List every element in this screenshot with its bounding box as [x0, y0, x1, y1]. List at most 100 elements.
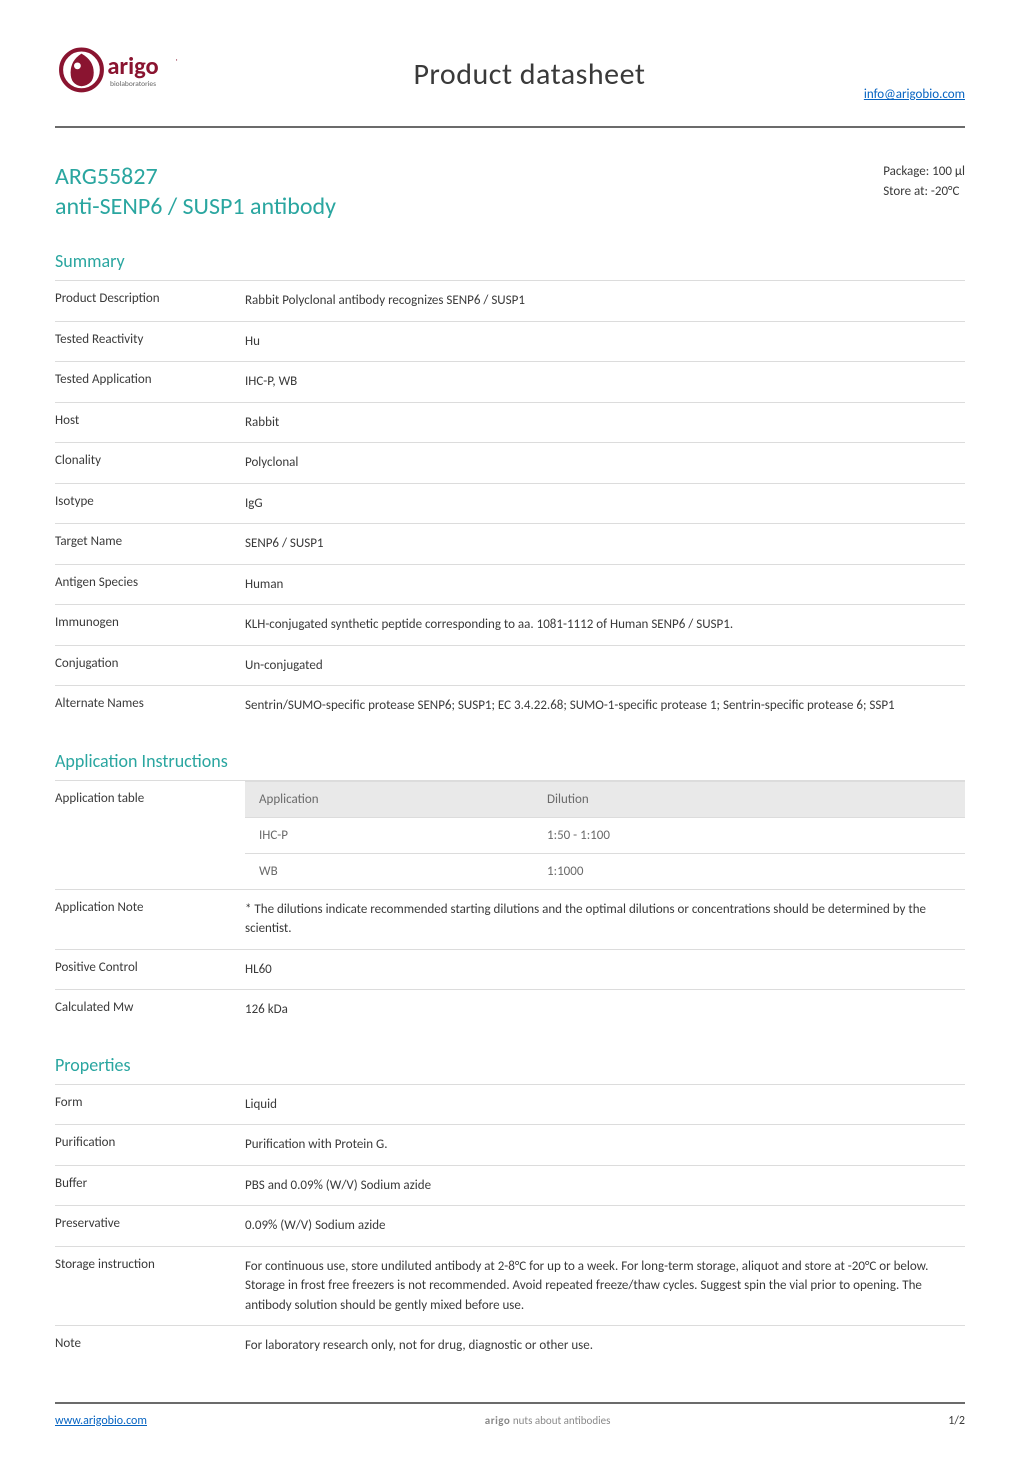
table-row: Storage instruction For continuous use, … — [55, 1246, 965, 1326]
row-label: Host — [55, 413, 245, 433]
table-row: Product Description Rabbit Polyclonal an… — [55, 280, 965, 321]
table-row: Tested Reactivity Hu — [55, 321, 965, 362]
footer-tagline: arigo nuts about antibodies — [485, 1414, 611, 1427]
row-value: 126 kDa — [245, 1000, 965, 1020]
row-label: Antigen Species — [55, 575, 245, 595]
row-label: Target Name — [55, 534, 245, 554]
package-info: Package: 100 μl Store at: -20°C — [883, 162, 965, 201]
table-row: WB 1:1000 — [245, 853, 965, 889]
row-label: Tested Reactivity — [55, 332, 245, 352]
row-value: Liquid — [245, 1095, 965, 1115]
row-value: Polyclonal — [245, 453, 965, 473]
table-row: Target Name SENP6 / SUSP1 — [55, 523, 965, 564]
table-row: Buffer PBS and 0.09% (W/V) Sodium azide — [55, 1165, 965, 1206]
row-value: PBS and 0.09% (W/V) Sodium azide — [245, 1176, 965, 1196]
properties-table: Form Liquid Purification Purification wi… — [55, 1084, 965, 1366]
svg-text:biolaboratories: biolaboratories — [110, 80, 156, 89]
table-row: Purification Purification with Protein G… — [55, 1124, 965, 1165]
page-header: arigo . biolaboratories Product datashee… — [55, 40, 965, 126]
row-value: HL60 — [245, 960, 965, 980]
table-row: IHC-P 1:50 - 1:100 — [245, 817, 965, 853]
row-value: IgG — [245, 494, 965, 514]
table-row: Clonality Polyclonal — [55, 442, 965, 483]
logo-block: arigo . biolaboratories — [55, 40, 195, 108]
row-value: Human — [245, 575, 965, 595]
product-heading-block: ARG55827 anti-SENP6 / SUSP1 antibody Pac… — [55, 162, 965, 222]
svg-text:.: . — [175, 51, 177, 63]
table-header-row: Application Dilution — [245, 781, 965, 817]
col-header-application: Application — [245, 781, 533, 817]
product-title-group: ARG55827 anti-SENP6 / SUSP1 antibody — [55, 162, 336, 222]
table-row: Form Liquid — [55, 1084, 965, 1125]
row-value: Rabbit Polyclonal antibody recognizes SE… — [245, 291, 965, 311]
table-row: Isotype IgG — [55, 483, 965, 524]
table-row: Calculated Mw 126 kDa — [55, 989, 965, 1030]
row-label: Note — [55, 1336, 245, 1356]
row-label: Calculated Mw — [55, 1000, 245, 1020]
footer-tagline-rest: nuts about antibodies — [510, 1414, 610, 1427]
row-label: Immunogen — [55, 615, 245, 635]
col-header-dilution: Dilution — [533, 781, 965, 817]
table-row: Note For laboratory research only, not f… — [55, 1325, 965, 1366]
storage-temp: Store at: -20°C — [883, 182, 965, 202]
row-value: KLH-conjugated synthetic peptide corresp… — [245, 615, 965, 635]
application-dilution-table: Application Dilution IHC-P 1:50 - 1:100 … — [245, 781, 965, 889]
table-row: Host Rabbit — [55, 402, 965, 443]
info-email-link[interactable]: info@arigobio.com — [864, 87, 965, 102]
page-footer: www.arigobio.com arigo nuts about antibo… — [55, 1402, 965, 1428]
row-value: * The dilutions indicate recommended sta… — [245, 900, 965, 939]
page-number: 1/2 — [948, 1414, 965, 1428]
row-value: 0.09% (W/V) Sodium azide — [245, 1216, 965, 1236]
row-label: Conjugation — [55, 656, 245, 676]
svg-text:arigo: arigo — [107, 51, 158, 81]
cell-dilution: 1:50 - 1:100 — [533, 817, 965, 853]
section-head-summary: Summary — [55, 250, 965, 272]
row-label: Positive Control — [55, 960, 245, 980]
row-value: Un-conjugated — [245, 656, 965, 676]
section-head-properties: Properties — [55, 1054, 965, 1076]
footer-brand-word: arigo — [485, 1414, 511, 1427]
row-value: For continuous use, store undiluted anti… — [245, 1257, 965, 1316]
doc-title: Product datasheet — [413, 56, 645, 93]
row-label: Purification — [55, 1135, 245, 1155]
row-label: Tested Application — [55, 372, 245, 392]
header-rule — [55, 126, 965, 128]
row-value: IHC-P, WB — [245, 372, 965, 392]
row-label: Storage instruction — [55, 1257, 245, 1316]
arigo-logo-icon: arigo . biolaboratories — [55, 40, 195, 108]
table-row: Alternate Names Sentrin/SUMO-specific pr… — [55, 685, 965, 726]
footer-site-link[interactable]: www.arigobio.com — [55, 1414, 147, 1428]
row-label: Buffer — [55, 1176, 245, 1196]
row-label: Isotype — [55, 494, 245, 514]
row-label: Preservative — [55, 1216, 245, 1236]
row-label: Product Description — [55, 291, 245, 311]
product-id: ARG55827 — [55, 162, 336, 192]
section-head-app-instructions: Application Instructions — [55, 750, 965, 772]
app-extra-rows: Application Note * The dilutions indicat… — [55, 889, 965, 1030]
package-size: Package: 100 μl — [883, 162, 965, 182]
row-value: For laboratory research only, not for dr… — [245, 1336, 965, 1356]
row-value: Hu — [245, 332, 965, 352]
row-value: Purification with Protein G. — [245, 1135, 965, 1155]
row-value: SENP6 / SUSP1 — [245, 534, 965, 554]
table-row: Immunogen KLH-conjugated synthetic pepti… — [55, 604, 965, 645]
table-row: Tested Application IHC-P, WB — [55, 361, 965, 402]
row-label: Clonality — [55, 453, 245, 473]
row-value: Rabbit — [245, 413, 965, 433]
product-name: anti-SENP6 / SUSP1 antibody — [55, 192, 336, 222]
application-table-label: Application table — [55, 781, 245, 889]
row-label: Alternate Names — [55, 696, 245, 716]
cell-dilution: 1:1000 — [533, 853, 965, 889]
cell-application: WB — [245, 853, 533, 889]
row-label: Application Note — [55, 900, 245, 939]
cell-application: IHC-P — [245, 817, 533, 853]
row-value: Sentrin/SUMO-specific protease SENP6; SU… — [245, 696, 965, 716]
table-row: Conjugation Un-conjugated — [55, 645, 965, 686]
application-table-block: Application table Application Dilution I… — [55, 780, 965, 889]
table-row: Positive Control HL60 — [55, 949, 965, 990]
table-row: Preservative 0.09% (W/V) Sodium azide — [55, 1205, 965, 1246]
summary-table: Product Description Rabbit Polyclonal an… — [55, 280, 965, 726]
row-label: Form — [55, 1095, 245, 1115]
table-row: Antigen Species Human — [55, 564, 965, 605]
table-row: Application Note * The dilutions indicat… — [55, 889, 965, 949]
